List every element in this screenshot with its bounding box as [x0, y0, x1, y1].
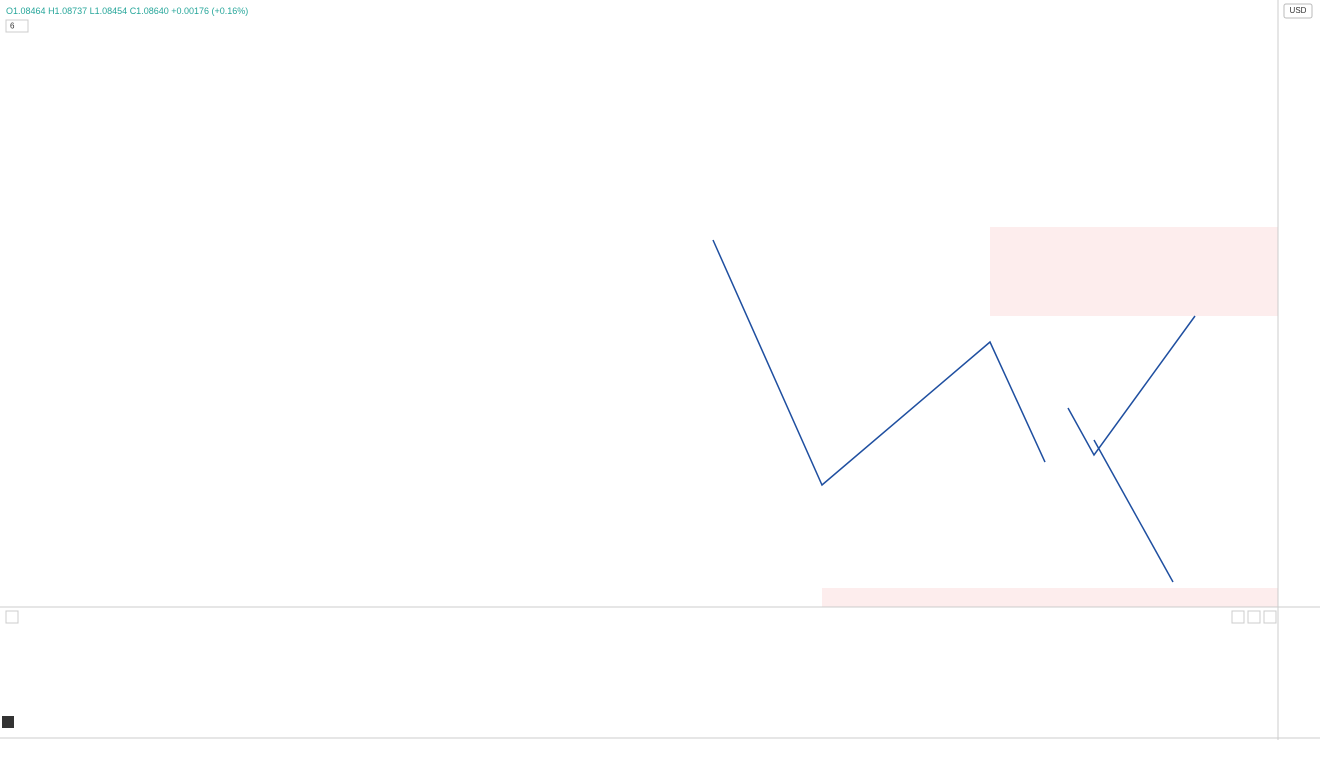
zigzag: [712, 239, 1046, 487]
indicators-count[interactable]: 6: [10, 22, 15, 31]
projection: [1067, 315, 1196, 457]
currency-button[interactable]: [1283, 3, 1313, 19]
indicators-toggle[interactable]: [5, 19, 29, 33]
ohlc-legend: O1.08464 H1.08737 L1.08454 C1.08640 +0.0…: [6, 6, 248, 16]
target-zone: [822, 588, 1278, 607]
pane-maximize[interactable]: [1247, 610, 1261, 624]
drawings: [712, 239, 1196, 583]
pane-close[interactable]: [1263, 610, 1277, 624]
pane-toggle[interactable]: [5, 610, 19, 624]
pane-move-up[interactable]: [1231, 610, 1245, 624]
add-button[interactable]: [2, 716, 14, 728]
currency[interactable]: USD: [1290, 6, 1307, 15]
target-zone: [990, 227, 1278, 316]
projection: [1093, 439, 1174, 583]
